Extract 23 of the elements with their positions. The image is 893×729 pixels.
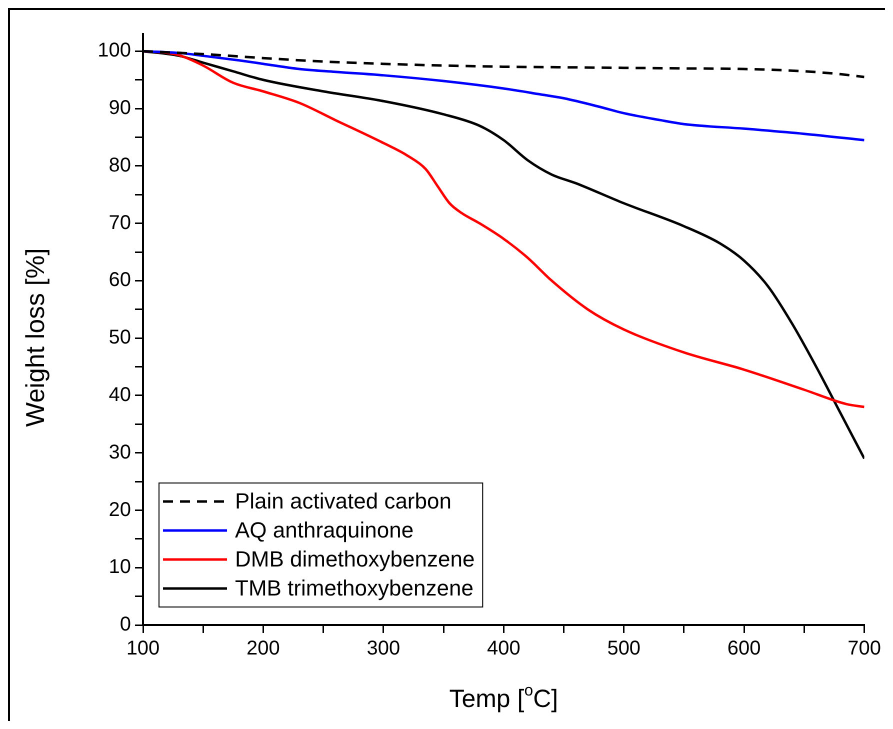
x-tick-label: 200 xyxy=(246,638,280,660)
y-tick-label: 0 xyxy=(120,614,131,636)
x-tick-label: 700 xyxy=(848,638,882,660)
x-tick-label: 500 xyxy=(607,638,641,660)
legend-label: DMB dimethoxybenzene xyxy=(235,546,475,572)
x-tick-label: 400 xyxy=(486,638,520,660)
y-tick-label: 70 xyxy=(108,212,131,234)
y-tick-label: 100 xyxy=(98,40,131,62)
y-tick-label: 60 xyxy=(108,269,131,292)
legend-label: TMB trimethoxybenzene xyxy=(235,576,474,601)
legend-label: AQ anthraquinone xyxy=(235,518,414,543)
x-tick-label: 100 xyxy=(126,638,160,660)
y-tick-label: 40 xyxy=(108,384,131,406)
y-tick-label: 10 xyxy=(108,556,131,578)
y-tick-label: 20 xyxy=(108,498,131,521)
x-tick-label: 600 xyxy=(727,638,761,660)
y-tick-label: 50 xyxy=(108,326,131,349)
legend-label: Plain activated carbon xyxy=(235,488,452,514)
y-axis-title: Weight loss [%] xyxy=(20,248,50,427)
y-tick-label: 90 xyxy=(108,97,131,120)
y-tick-label: 30 xyxy=(108,441,131,464)
x-tick-label: 300 xyxy=(366,638,400,660)
y-tick-label: 80 xyxy=(108,154,131,176)
